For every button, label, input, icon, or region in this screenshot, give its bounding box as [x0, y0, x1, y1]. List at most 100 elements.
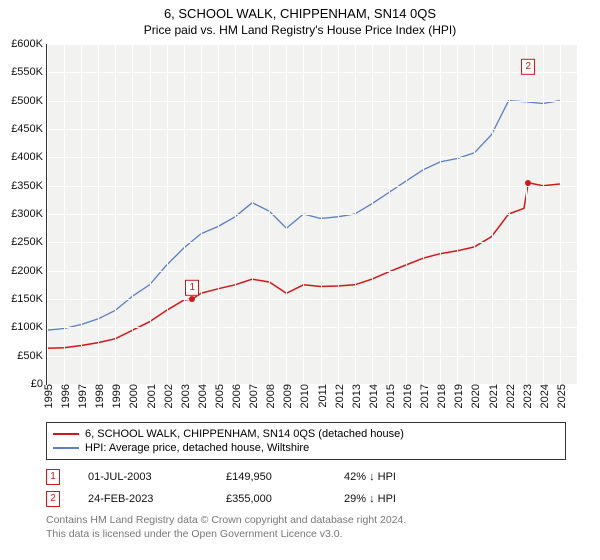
gridline-h: [47, 214, 577, 215]
transaction-date: 01-JUL-2003: [88, 471, 198, 483]
legend-item: 6, SCHOOL WALK, CHIPPENHAM, SN14 0QS (de…: [53, 427, 559, 441]
gridline-h: [47, 129, 577, 130]
x-axis-label: 2008: [261, 384, 277, 408]
gridline-v: [286, 44, 287, 384]
transaction-price: £355,000: [226, 493, 316, 505]
x-axis-label: 2003: [176, 384, 192, 408]
x-axis-label: 2002: [159, 384, 175, 408]
gridline-v: [47, 44, 48, 384]
gridline-v: [406, 44, 407, 384]
gridline-v: [338, 44, 339, 384]
gridline-h: [47, 271, 577, 272]
legend-text: HPI: Average price, detached house, Wilt…: [85, 442, 309, 454]
gridline-v: [167, 44, 168, 384]
x-axis-label: 2021: [484, 384, 500, 408]
legend-item: HPI: Average price, detached house, Wilt…: [53, 441, 559, 455]
transaction-number: 2: [46, 491, 60, 507]
gridline-v: [509, 44, 510, 384]
gridline-h: [47, 72, 577, 73]
gridline-h: [47, 242, 577, 243]
y-axis-label: £400K: [11, 151, 47, 163]
transaction-row: 101-JUL-2003£149,95042% ↓ HPI: [46, 466, 396, 488]
gridline-v: [98, 44, 99, 384]
gridline-h: [47, 299, 577, 300]
gridline-v: [269, 44, 270, 384]
y-axis-label: £500K: [11, 95, 47, 107]
x-axis-label: 2006: [227, 384, 243, 408]
chart-container: 6, SCHOOL WALK, CHIPPENHAM, SN14 0QS Pri…: [0, 0, 600, 560]
transaction-row: 2 24-FEB-2023 £355,000 29% ↓ HPI: [46, 488, 396, 510]
gridline-v: [132, 44, 133, 384]
x-axis-label: 2014: [364, 384, 380, 408]
x-axis-label: 2010: [295, 384, 311, 408]
gridline-v: [543, 44, 544, 384]
x-axis-label: 2009: [278, 384, 294, 408]
transaction-diff: 29% ↓ HPI: [344, 493, 396, 505]
gridline-v: [457, 44, 458, 384]
marker-dot: [189, 296, 195, 302]
x-axis-label: 2000: [124, 384, 140, 408]
legend-swatch: [53, 447, 79, 449]
transaction-price: £149,950: [226, 471, 316, 483]
y-axis-label: £350K: [11, 180, 47, 192]
x-axis-label: 1995: [39, 384, 55, 408]
marker-label: 2: [521, 59, 535, 75]
transactions-table: 101-JUL-2003£149,95042% ↓ HPI224-FEB-202…: [46, 466, 396, 510]
legend: 6, SCHOOL WALK, CHIPPENHAM, SN14 0QS (de…: [46, 422, 566, 460]
x-axis-label: 2016: [398, 384, 414, 408]
x-axis-label: 2012: [330, 384, 346, 408]
x-axis-label: 2018: [432, 384, 448, 408]
legend-text: 6, SCHOOL WALK, CHIPPENHAM, SN14 0QS (de…: [85, 428, 404, 440]
gridline-v: [372, 44, 373, 384]
gridline-v: [115, 44, 116, 384]
x-axis-label: 2019: [449, 384, 465, 408]
gridline-v: [560, 44, 561, 384]
x-axis-label: 1996: [56, 384, 72, 408]
y-axis-label: £250K: [11, 236, 47, 248]
plot-area: £0£50K£100K£150K£200K£250K£300K£350K£400…: [46, 44, 577, 385]
gridline-h: [47, 157, 577, 158]
y-axis-label: £50K: [17, 350, 47, 362]
x-axis-label: 2020: [466, 384, 482, 408]
x-axis-label: 2023: [518, 384, 534, 408]
gridline-v: [321, 44, 322, 384]
marker-label: 1: [185, 280, 199, 296]
gridline-v: [184, 44, 185, 384]
gridline-v: [303, 44, 304, 384]
x-axis-label: 2007: [244, 384, 260, 408]
gridline-v: [389, 44, 390, 384]
gridline-h: [47, 356, 577, 357]
gridline-v: [218, 44, 219, 384]
gridline-v: [526, 44, 527, 384]
x-axis-label: 2013: [347, 384, 363, 408]
gridline-v: [252, 44, 253, 384]
x-axis-label: 1998: [90, 384, 106, 408]
gridline-v: [64, 44, 65, 384]
x-axis-label: 1999: [107, 384, 123, 408]
gridline-v: [355, 44, 356, 384]
transaction-date: 24-FEB-2023: [88, 493, 198, 505]
x-axis-label: 2005: [210, 384, 226, 408]
x-axis-label: 2024: [535, 384, 551, 408]
transaction-diff: 42% ↓ HPI: [344, 471, 396, 483]
x-axis-label: 2015: [381, 384, 397, 408]
x-axis-label: 2004: [193, 384, 209, 408]
marker-dot: [525, 180, 531, 186]
y-axis-label: £600K: [11, 38, 47, 50]
y-axis-label: £200K: [11, 265, 47, 277]
x-axis-label: 1997: [73, 384, 89, 408]
y-axis-label: £100K: [11, 321, 47, 333]
chart-title-line2: Price paid vs. HM Land Registry's House …: [0, 21, 600, 37]
gridline-h: [47, 186, 577, 187]
gridline-v: [201, 44, 202, 384]
y-axis-label: £150K: [11, 293, 47, 305]
x-axis-label: 2011: [313, 384, 329, 408]
gridline-v: [474, 44, 475, 384]
gridline-h: [47, 44, 577, 45]
x-axis-label: 2017: [415, 384, 431, 408]
gridline-v: [492, 44, 493, 384]
gridline-h: [47, 327, 577, 328]
y-axis-label: £450K: [11, 123, 47, 135]
x-axis-label: 2001: [142, 384, 158, 408]
x-axis-label: 2022: [501, 384, 517, 408]
